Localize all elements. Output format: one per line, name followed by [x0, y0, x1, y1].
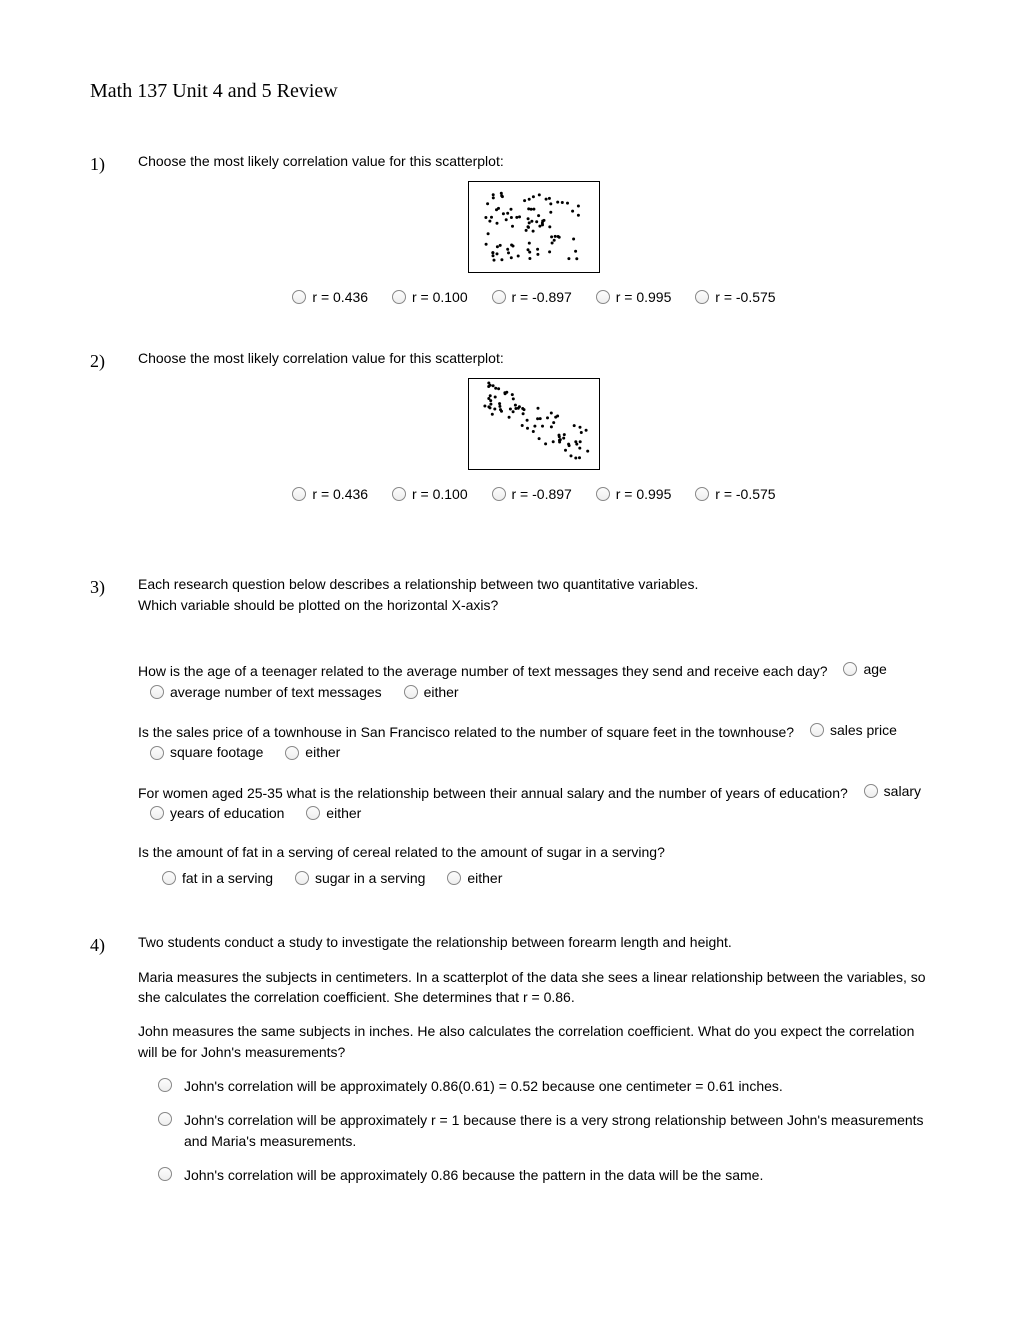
- radio-icon[interactable]: [292, 487, 306, 501]
- q3-intro2: Which variable should be plotted on the …: [138, 595, 930, 615]
- q3-sub2-opt0: sales price: [830, 720, 897, 740]
- q3-sub1-opt2: either: [424, 682, 459, 702]
- q3-sub1-text: How is the age of a teenager related to …: [138, 663, 828, 679]
- radio-icon[interactable]: [158, 1078, 172, 1092]
- q3-sub2-text: Is the sales price of a townhouse in San…: [138, 724, 794, 740]
- q3-sub3-opt0: salary: [884, 781, 921, 801]
- q3-sub2-opt1: square footage: [170, 742, 263, 762]
- q3-sub1-opt1: average number of text messages: [170, 682, 382, 702]
- q2-opt-4: r = -0.575: [715, 484, 775, 504]
- radio-icon[interactable]: [447, 871, 461, 885]
- q4-p1: Two students conduct a study to investig…: [138, 932, 930, 952]
- q3-sub3-text: For women aged 25-35 what is the relatio…: [138, 785, 848, 801]
- q4-opt-2: John's correlation will be approximately…: [138, 1165, 930, 1185]
- q1-opt-2: r = -0.897: [512, 287, 572, 307]
- q3-sub2: Is the sales price of a townhouse in San…: [138, 720, 930, 765]
- q4-opt-0: John's correlation will be approximately…: [138, 1076, 930, 1096]
- q1-number: 1): [90, 151, 138, 320]
- radio-icon[interactable]: [843, 662, 857, 676]
- q3-intro1: Each research question below describes a…: [138, 574, 930, 594]
- q1-options: r = 0.436 r = 0.100 r = -0.897 r = 0.995…: [138, 287, 930, 309]
- q2-opt-2: r = -0.897: [512, 484, 572, 504]
- radio-icon[interactable]: [150, 806, 164, 820]
- radio-icon[interactable]: [150, 685, 164, 699]
- q1-opt-0: r = 0.436: [312, 287, 368, 307]
- q3-sub3-opt2: either: [326, 803, 361, 823]
- q2-opt-0: r = 0.436: [312, 484, 368, 504]
- q4-opt2-text: John's correlation will be approximately…: [184, 1165, 763, 1185]
- question-1: 1) Choose the most likely correlation va…: [90, 151, 930, 320]
- q4-opt-1: John's correlation will be approximately…: [138, 1110, 930, 1151]
- q1-opt-4: r = -0.575: [715, 287, 775, 307]
- radio-icon[interactable]: [392, 487, 406, 501]
- radio-icon[interactable]: [306, 806, 320, 820]
- q2-opt-1: r = 0.100: [412, 484, 468, 504]
- q3-sub2-opt2: either: [305, 742, 340, 762]
- q4-opt0-text: John's correlation will be approximately…: [184, 1076, 783, 1096]
- q3-sub4-opt1: sugar in a serving: [315, 868, 426, 888]
- q4-opt1-text: John's correlation will be approximately…: [184, 1110, 930, 1151]
- q3-sub3-opt1: years of education: [170, 803, 284, 823]
- radio-icon[interactable]: [596, 487, 610, 501]
- q2-prompt: Choose the most likely correlation value…: [138, 348, 930, 368]
- q2-opt-3: r = 0.995: [616, 484, 672, 504]
- radio-icon[interactable]: [695, 290, 709, 304]
- q4-p3: John measures the same subjects in inche…: [138, 1021, 930, 1062]
- radio-icon[interactable]: [162, 871, 176, 885]
- q3-sub1-opt0: age: [863, 659, 886, 679]
- radio-icon[interactable]: [150, 746, 164, 760]
- question-4: 4) Two students conduct a study to inves…: [90, 932, 930, 1199]
- question-3: 3) Each research question below describe…: [90, 574, 930, 904]
- radio-icon[interactable]: [292, 290, 306, 304]
- q1-opt-1: r = 0.100: [412, 287, 468, 307]
- radio-icon[interactable]: [404, 685, 418, 699]
- q4-number: 4): [90, 932, 138, 1199]
- page-title: Math 137 Unit 4 and 5 Review: [90, 80, 930, 103]
- q3-sub4: Is the amount of fat in a serving of cer…: [138, 842, 930, 891]
- radio-icon[interactable]: [695, 487, 709, 501]
- radio-icon[interactable]: [285, 746, 299, 760]
- q3-sub3: For women aged 25-35 what is the relatio…: [138, 781, 930, 826]
- radio-icon[interactable]: [810, 723, 824, 737]
- q2-scatterplot: [468, 378, 600, 470]
- radio-icon[interactable]: [596, 290, 610, 304]
- radio-icon[interactable]: [392, 290, 406, 304]
- radio-icon[interactable]: [864, 784, 878, 798]
- q4-p2: Maria measures the subjects in centimete…: [138, 967, 930, 1008]
- q3-sub4-opt0: fat in a serving: [182, 868, 273, 888]
- q1-scatterplot: [468, 181, 600, 273]
- radio-icon[interactable]: [158, 1112, 172, 1126]
- q1-prompt: Choose the most likely correlation value…: [138, 151, 930, 171]
- radio-icon[interactable]: [158, 1167, 172, 1181]
- question-2: 2) Choose the most likely correlation va…: [90, 348, 930, 517]
- q3-sub4-opt2: either: [467, 868, 502, 888]
- q3-sub1: How is the age of a teenager related to …: [138, 659, 930, 704]
- q2-options: r = 0.436 r = 0.100 r = -0.897 r = 0.995…: [138, 484, 930, 506]
- q1-opt-3: r = 0.995: [616, 287, 672, 307]
- q2-number: 2): [90, 348, 138, 517]
- radio-icon[interactable]: [295, 871, 309, 885]
- q3-sub4-text: Is the amount of fat in a serving of cer…: [138, 842, 930, 862]
- radio-icon[interactable]: [492, 290, 506, 304]
- radio-icon[interactable]: [492, 487, 506, 501]
- q3-number: 3): [90, 574, 138, 904]
